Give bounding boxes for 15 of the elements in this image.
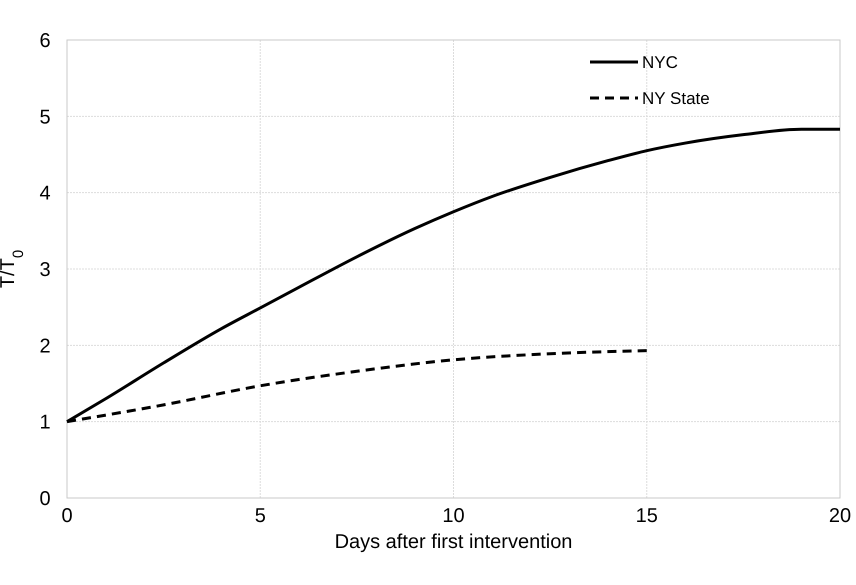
y-tick-label: 3 [39, 259, 51, 281]
x-tick-label: 10 [442, 505, 465, 527]
legend-label: NY State [642, 88, 710, 108]
legend-label: NYC [642, 52, 678, 72]
y-tick-label: 1 [39, 412, 51, 434]
x-axis-title: Days after first intervention [334, 531, 572, 553]
x-tick-label: 5 [254, 505, 266, 527]
x-tick-label: 20 [828, 505, 852, 527]
y-tick-label: 5 [39, 106, 51, 128]
x-tick-label: 15 [636, 505, 658, 527]
y-tick-label: 6 [39, 30, 51, 52]
y-tick-label: 2 [39, 335, 51, 358]
x-tick-label: 0 [61, 505, 73, 527]
y-tick-label: 4 [39, 182, 51, 205]
y-tick-label: 0 [39, 488, 51, 510]
